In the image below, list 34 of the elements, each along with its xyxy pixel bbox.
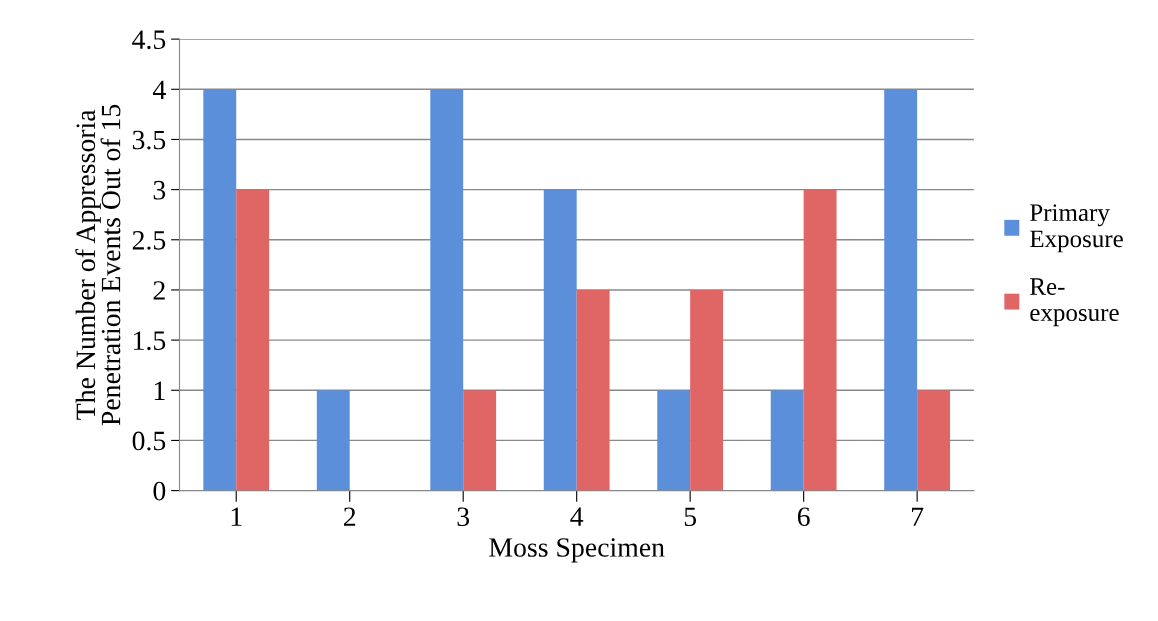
- bar: [884, 89, 918, 491]
- bar: [543, 189, 577, 491]
- x-tick-label: 1: [231, 507, 242, 526]
- x-tick-label: 6: [797, 507, 810, 527]
- legend-label: Primary Exposure: [1030, 204, 1123, 253]
- x-tick-label: 7: [912, 507, 924, 526]
- x-tick-label: 4: [570, 507, 584, 526]
- bar: [690, 289, 724, 491]
- bar: [576, 289, 610, 491]
- bar: [770, 390, 804, 491]
- x-axis-title: Moss Specimen: [489, 538, 665, 563]
- bar: [236, 189, 270, 491]
- y-tick-label: 4.5: [132, 30, 166, 50]
- legend-label: Re- exposure: [1030, 278, 1119, 327]
- bar: [316, 390, 350, 491]
- y-axis-title: The Number of Appressoria Penetration Events Out of 15: [75, 104, 121, 426]
- x-tick-label: 3: [457, 507, 470, 527]
- x-tick-label: 5: [684, 507, 697, 527]
- y-tick-label: 2: [153, 281, 165, 300]
- bar: [430, 89, 464, 491]
- y-tick-label: 3: [153, 180, 166, 200]
- bar: [657, 390, 691, 491]
- bar: [803, 189, 837, 491]
- y-tick-label: 0: [153, 481, 166, 501]
- x-tick-label: 2: [343, 507, 356, 526]
- bar: [917, 390, 951, 491]
- y-tick-label: 4: [152, 80, 166, 99]
- y-tick-label: 3.5: [132, 130, 166, 150]
- y-tick-label: 0.5: [132, 431, 166, 451]
- bar: [203, 89, 237, 491]
- y-tick-label: 1.5: [134, 331, 166, 351]
- y-tick-label: 2.5: [132, 231, 166, 250]
- bar: [463, 390, 497, 491]
- y-tick-label: 1: [154, 381, 165, 400]
